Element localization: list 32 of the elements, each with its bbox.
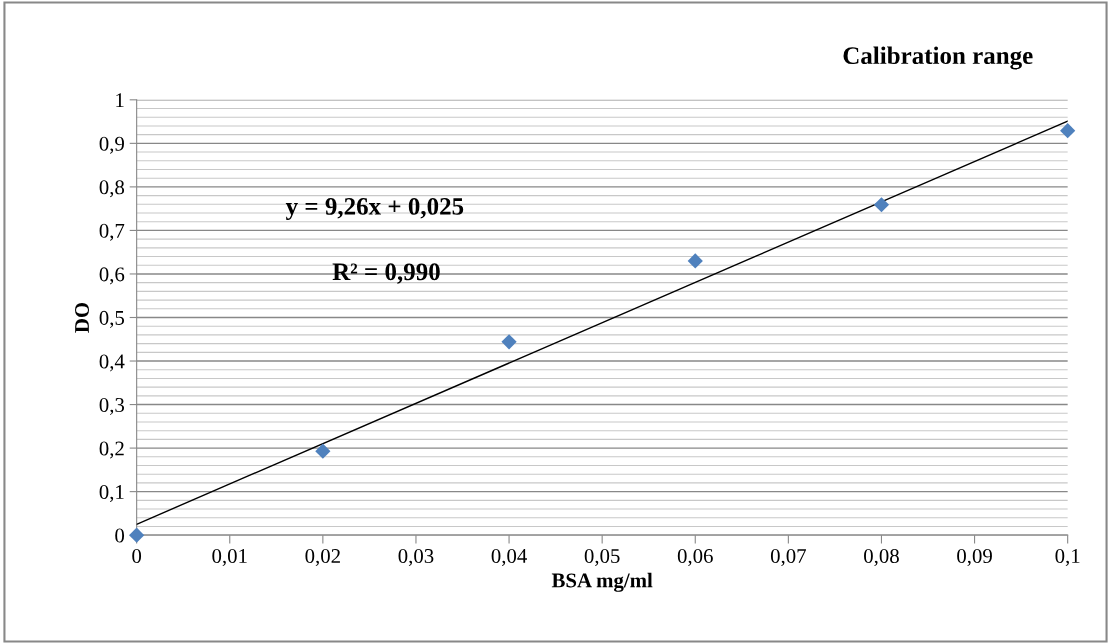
x-tick-label: 0,01 — [212, 548, 247, 567]
x-tick-label: 0,08 — [864, 548, 899, 567]
x-tick-label: 0,05 — [584, 548, 620, 567]
x-tick-label: 0,02 — [305, 548, 340, 567]
y-tick-label: 0,1 — [99, 485, 124, 503]
point — [501, 334, 517, 350]
annotation: R² = 0,990 — [332, 263, 440, 284]
point — [1060, 123, 1076, 139]
x-tick-label: 0,04 — [491, 548, 527, 567]
y-tick-label: 0,3 — [99, 397, 125, 415]
chart-title: Calibration range — [843, 46, 1033, 70]
y-tick-label: 0,4 — [99, 354, 125, 372]
y-tick-label: 1 — [116, 93, 124, 108]
y-tick-label: 0,8 — [99, 180, 125, 198]
x-tick-label: 0,09 — [957, 548, 992, 567]
y-tick-label: 0,2 — [99, 441, 124, 459]
point — [873, 197, 890, 213]
y-tick-label: 0 — [115, 528, 125, 543]
x-tick-label: 0,1 — [1055, 548, 1080, 567]
x-tick-label: 0 — [132, 548, 142, 564]
x-tick-label: 0,06 — [677, 548, 713, 567]
annotation: y = 9,26x + 0,025 — [285, 197, 464, 220]
y-tick-label: 0,5 — [99, 310, 125, 328]
point — [315, 443, 331, 459]
x-tick-label: 0,03 — [398, 548, 434, 567]
y-axis-title: DO — [75, 302, 90, 333]
point — [687, 253, 703, 269]
y-tick-label: 0,7 — [99, 223, 125, 241]
x-tick-label: 0,07 — [770, 548, 806, 567]
y-tick-label: 0,9 — [99, 136, 124, 154]
y-tick-label: 0,6 — [99, 267, 125, 285]
x-axis-title: BSA mg/ml — [551, 572, 653, 592]
